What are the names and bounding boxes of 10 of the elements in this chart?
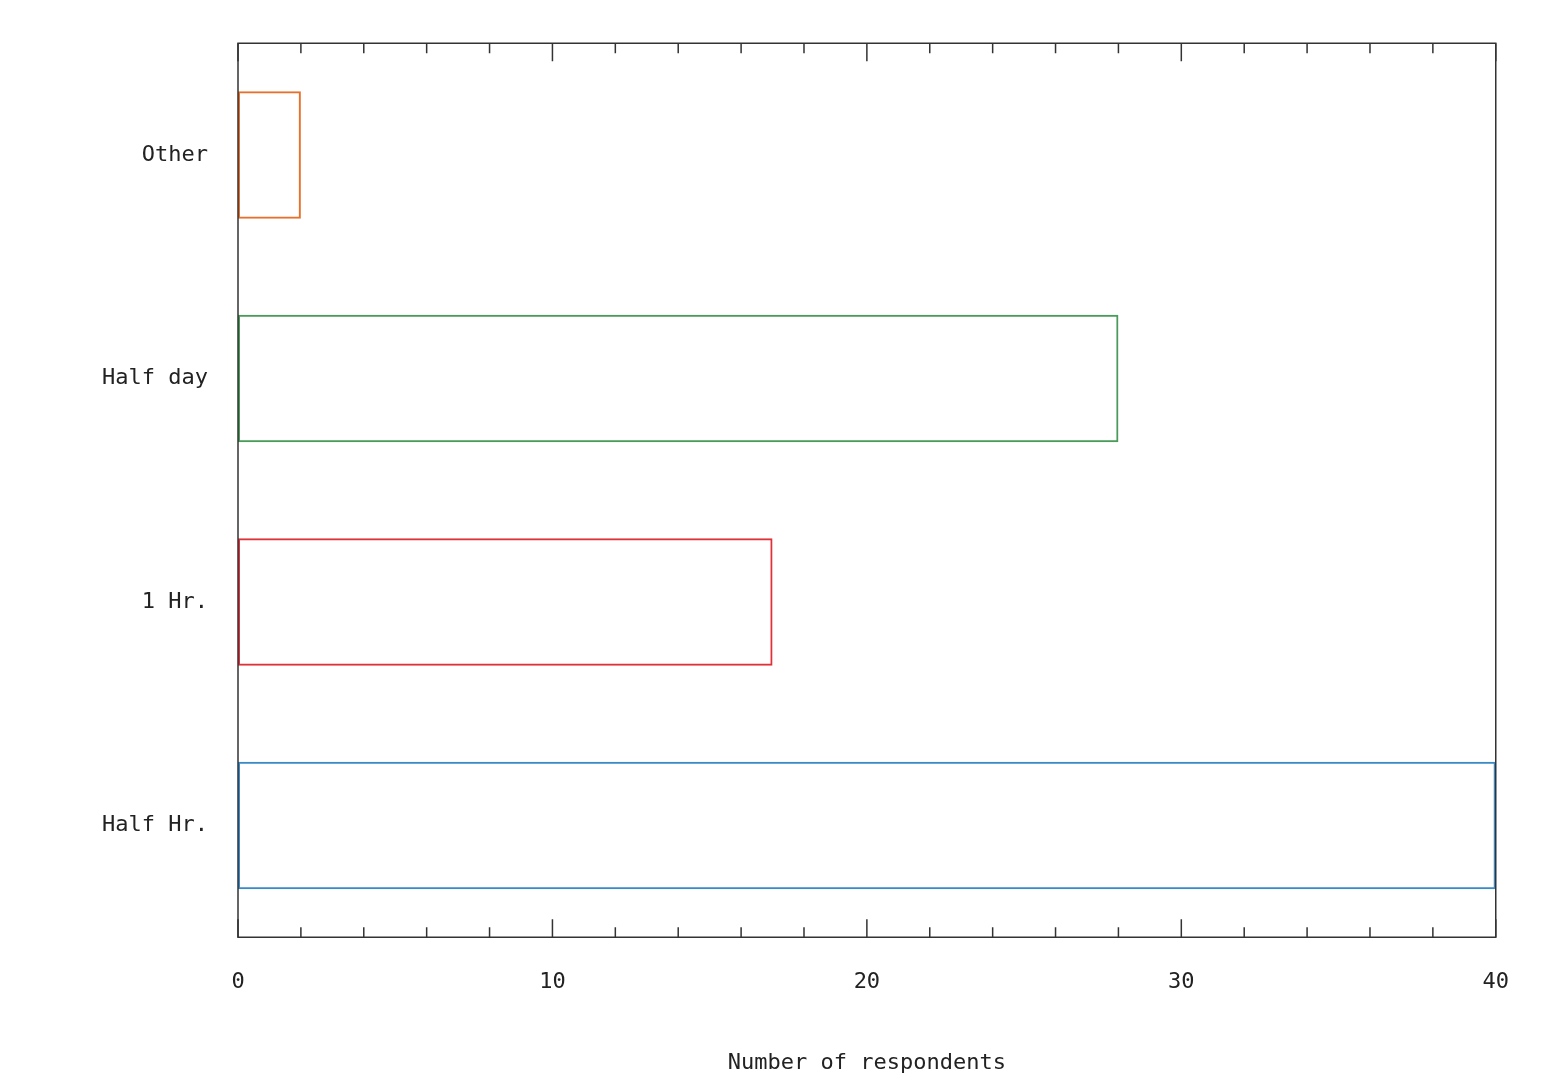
x-tick-label: 40 bbox=[1482, 968, 1509, 994]
y-tick-label: 1 Hr. bbox=[141, 587, 208, 613]
x-tick-label: 0 bbox=[231, 968, 245, 994]
y-tick-label: Other bbox=[141, 140, 208, 166]
x-tick-label: 10 bbox=[539, 968, 566, 994]
x-tick-label: 30 bbox=[1168, 968, 1195, 994]
y-tick-label: Half Hr. bbox=[102, 811, 208, 837]
x-axis-title: Number of respondents bbox=[727, 1048, 1006, 1074]
y-tick-label: Half day bbox=[102, 364, 208, 390]
x-tick-label: 20 bbox=[853, 968, 881, 994]
